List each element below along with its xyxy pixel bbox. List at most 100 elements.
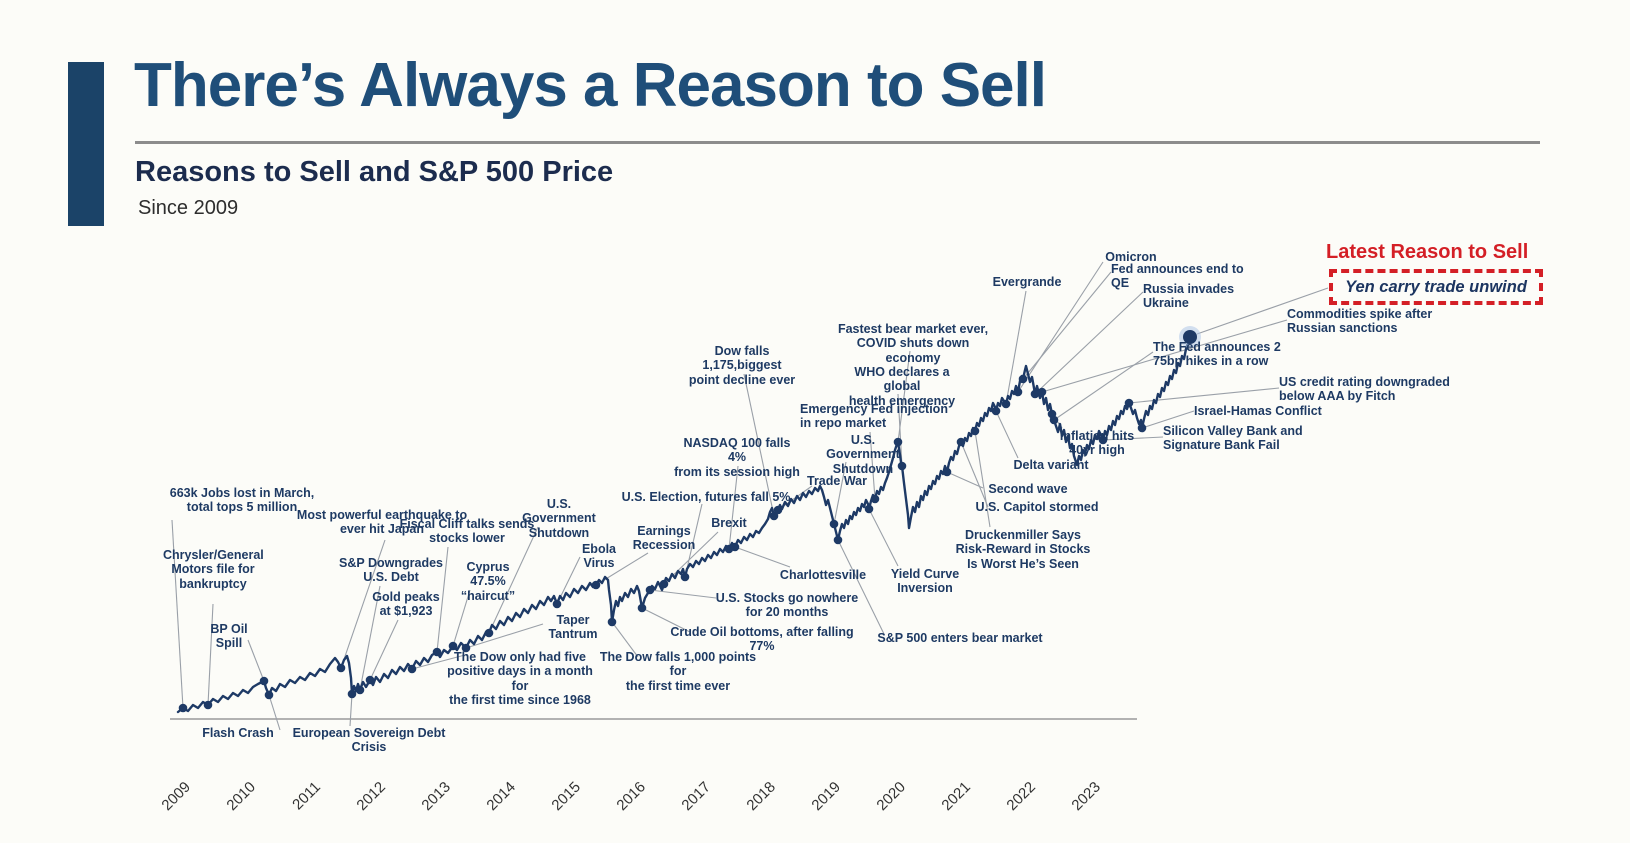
latest-point-dot [1183, 330, 1197, 344]
event-dot-fed-75bp-hikes [1049, 415, 1059, 425]
latest-reason-title: Latest Reason to Sell [1326, 241, 1529, 263]
event-dot-fed-repo-injection [870, 494, 880, 504]
event-label-cyprus-haircut: Cyprus 47.5% “haircut” [460, 560, 516, 603]
event-label-fed-repo-injection: Emergency Fed injection in repo market [800, 402, 948, 431]
title-accent-bar [68, 62, 104, 226]
event-dot-fastest-bear-market [893, 437, 903, 447]
event-label-taper-tantrum: Taper Tantrum [548, 613, 598, 642]
event-label-euro-debt-crisis: European Sovereign Debt Crisis [292, 726, 446, 755]
event-dot-chrysler-gm [203, 700, 213, 710]
leader-line-israel-hamas [1141, 410, 1195, 429]
event-label-crude-oil-bottoms: Crude Oil bottoms, after falling 77% [670, 625, 854, 654]
event-dot-taper-tantrum [461, 643, 471, 653]
leader-line-japan-earthquake [340, 539, 386, 669]
event-dot-japan-earthquake [336, 663, 346, 673]
event-dot-evergrande [1001, 399, 1011, 409]
event-dot-earnings-recession [591, 580, 601, 590]
event-dot-israel-hamas [1137, 423, 1147, 433]
event-label-russia-invades-ukraine: Russia invades Ukraine [1143, 282, 1235, 311]
title-rule [135, 141, 1540, 144]
event-dot-dow-five-positive-days [407, 664, 417, 674]
event-dot-fitch-downgrade [1124, 398, 1134, 408]
leader-line-charlottesville [734, 546, 791, 568]
event-dot-sp-downgrades-us-debt [355, 685, 365, 695]
leader-line-delta-variant [995, 410, 1019, 459]
event-label-second-wave: Second wave [988, 482, 1068, 496]
chart-title: Reasons to Sell and S&P 500 Price [135, 156, 614, 188]
leader-line-dow-five-positive-days [411, 654, 466, 670]
leader-line-dow-falls-1175 [743, 373, 775, 517]
event-label-yield-curve-inversion: Yield Curve Inversion [890, 567, 960, 596]
leader-line-fed-75bp-hikes [1053, 351, 1154, 421]
event-dot-crude-oil-bottoms [637, 603, 647, 613]
event-label-jobs-lost: 663k Jobs lost in March, total tops 5 mil… [169, 486, 315, 515]
event-label-inflation-40yr: Inflation hits 40yr high [1059, 429, 1135, 458]
event-label-us-stocks-nowhere: U.S. Stocks go nowhere for 20 months [715, 591, 859, 620]
leader-line-omicron [1017, 261, 1104, 393]
leader-line-fiscal-cliff [436, 546, 449, 653]
event-label-brexit: Brexit [711, 516, 747, 530]
event-label-omicron: Omicron [1105, 250, 1157, 264]
event-label-dow-falls-1000: The Dow falls 1,000 points for the first … [599, 650, 757, 693]
event-label-gov-shutdown-2013: U.S. Government Shutdown [522, 497, 596, 540]
event-dot-nasdaq-falls-4 [724, 544, 734, 554]
leader-line-cyprus-haircut [452, 589, 471, 647]
event-dot-sp500-enters-bear [833, 535, 843, 545]
event-label-us-election: U.S. Election, futures fall 5% [621, 490, 791, 504]
event-label-israel-hamas: Israel-Hamas Conflict [1194, 404, 1322, 418]
event-dot-svb-fails [1098, 435, 1108, 445]
leader-line-fed-ends-qe [1022, 271, 1112, 380]
event-dot-dow-falls-1000 [607, 617, 617, 627]
latest-reason-box: Yen carry trade unwind [1329, 269, 1543, 305]
event-label-sp-downgrades-us-debt: S&P Downgrades U.S. Debt [339, 556, 443, 585]
event-dot-bp-oil-spill [259, 676, 269, 686]
leader-line-euro-debt-crisis [349, 693, 353, 727]
leader-line-second-wave [946, 471, 984, 489]
chart-period: Since 2009 [138, 197, 239, 219]
event-dot-us-stocks-nowhere [645, 585, 655, 595]
event-label-delta-variant: Delta variant [1013, 458, 1089, 472]
leader-line-jobs-lost [171, 519, 184, 709]
event-label-evergrande: Evergrande [992, 275, 1062, 289]
leader-line-crude-oil-bottoms [641, 607, 691, 633]
event-dot-jobs-lost [178, 703, 188, 713]
leader-line-svb-fails [1102, 436, 1164, 441]
event-dot-us-election [680, 572, 690, 582]
event-label-chrysler-gm: Chrysler/General Motors file for bankruptc… [163, 548, 264, 591]
event-label-charlottesville: Charlottesville [779, 568, 867, 582]
event-dot-who-health-emergency [897, 461, 907, 471]
event-label-dow-five-positive-days: The Dow only had five positive days in a … [447, 650, 593, 707]
event-label-fed-75bp-hikes: The Fed announces 2 75bp hikes in a row [1153, 340, 1281, 369]
event-dot-flash-crash [264, 690, 274, 700]
event-dot-brexit [659, 579, 669, 589]
leader-line-fed-repo-injection [869, 431, 876, 500]
event-dot-fed-ends-qe [1018, 374, 1028, 384]
event-dot-trade-war [773, 505, 783, 515]
leader-line-yen-carry [1196, 287, 1329, 335]
leader-line-gov-shutdown-2018 [833, 461, 847, 525]
event-dot-capitol-stormed [956, 437, 966, 447]
event-dot-second-wave [942, 467, 952, 477]
leader-line-gold-peaks [369, 619, 399, 681]
leader-line-flash-crash [268, 694, 281, 731]
latest-reason-text: Yen carry trade unwind [1345, 277, 1527, 296]
event-label-earnings-recession: Earnings Recession [632, 524, 696, 553]
event-label-flash-crash: Flash Crash [202, 726, 274, 740]
event-dot-omicron [1013, 387, 1023, 397]
event-label-bp-oil-spill: BP Oil Spill [210, 622, 248, 651]
event-dot-gold-peaks [365, 675, 375, 685]
event-label-japan-earthquake: Most powerful earthquake to ever hit Japa… [296, 508, 468, 537]
event-dot-euro-debt-crisis [347, 689, 357, 699]
event-label-ebola-virus: Ebola Virus [581, 542, 617, 571]
event-label-fed-ends-qe: Fed announces end to QE [1111, 262, 1244, 291]
event-label-fiscal-cliff: Fiscal Cliff talks sends stocks lower [399, 517, 535, 546]
leader-line-dow-falls-1000 [611, 621, 639, 658]
leader-line-fitch-downgrade [1128, 387, 1280, 404]
leader-line-sp-downgrades-us-debt [359, 585, 381, 691]
event-label-druckenmiller: Druckenmiller Says Risk-Reward in Stocks I… [955, 528, 1091, 571]
event-label-svb-fails: Silicon Valley Bank and Signature Bank Fa… [1163, 424, 1303, 453]
leader-line-evergrande [1005, 290, 1027, 405]
event-label-nasdaq-falls-4: NASDAQ 100 falls 4% from its session high [674, 436, 800, 479]
